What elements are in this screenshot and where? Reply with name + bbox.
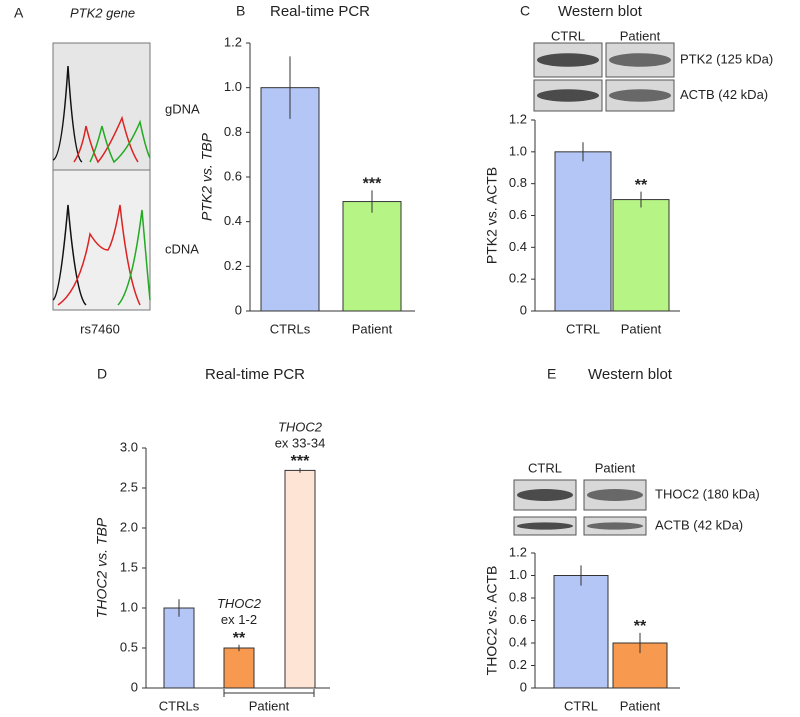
y-tick-label: 0.8	[509, 175, 527, 190]
blot-band	[587, 489, 643, 501]
y-tick-label: 0	[520, 302, 527, 317]
annotation: **	[233, 630, 246, 647]
y-axis-label: THOC2 vs. TBP	[94, 517, 110, 618]
group-label: Patient	[249, 698, 290, 713]
blot-band	[537, 89, 599, 102]
trace	[52, 204, 87, 306]
y-tick-label: 2.0	[120, 519, 138, 534]
y-tick-label: 0.4	[509, 239, 527, 254]
blot-band	[609, 89, 671, 102]
trace	[52, 65, 83, 163]
chart-title: PTK2 gene	[70, 5, 135, 20]
y-tick-label: 0.4	[224, 213, 242, 228]
blot-band	[537, 53, 599, 67]
bar	[342, 201, 402, 312]
chart-title: Real-time PCR	[270, 3, 370, 20]
trace	[89, 119, 151, 164]
y-axis-label: THOC2 vs. ACTB	[484, 566, 500, 676]
y-axis-label: PTK2 vs. ACTB	[484, 167, 500, 264]
y-tick-label: 1.0	[120, 599, 138, 614]
trace-label: gDNA	[165, 101, 200, 116]
annotation: **	[634, 618, 647, 635]
bar	[260, 87, 320, 312]
bar	[553, 575, 609, 689]
y-tick-label: 0.8	[224, 124, 242, 139]
lane-label: CTRL	[528, 460, 562, 475]
chart-title: Real-time PCR	[205, 366, 305, 383]
lane-label: Patient	[620, 28, 661, 43]
y-tick-label: 0.6	[509, 207, 527, 222]
x-tick-label: CTRLs	[159, 698, 200, 713]
y-tick-label: 0.6	[224, 168, 242, 183]
y-tick-label: 0	[235, 302, 242, 317]
row-label: ACTB (42 kDa)	[680, 87, 768, 102]
y-tick-label: 1.2	[509, 544, 527, 559]
panel-label: E	[547, 366, 556, 382]
bar	[554, 151, 612, 312]
y-tick-label: 0.6	[509, 612, 527, 627]
annotation: THOC2	[278, 419, 323, 434]
x-tick-label: Patient	[352, 321, 393, 336]
y-tick-label: 1.2	[224, 34, 242, 49]
bar	[163, 607, 195, 689]
panel-label: D	[97, 366, 107, 382]
y-tick-label: 1.0	[509, 567, 527, 582]
x-tick-label: CTRL	[564, 698, 598, 713]
y-tick-label: 2.5	[120, 479, 138, 494]
y-axis-label: PTK2 vs. TBP	[199, 132, 215, 221]
blot-band	[587, 522, 643, 530]
row-label: THOC2 (180 kDa)	[655, 486, 760, 501]
chart-title: Western blot	[558, 3, 643, 20]
x-tick-label: CTRLs	[270, 321, 311, 336]
x-axis-label: rs7460	[80, 321, 120, 336]
x-tick-label: CTRL	[566, 321, 600, 336]
chromatogram	[52, 42, 151, 311]
y-tick-label: 3.0	[120, 439, 138, 454]
row-label: PTK2 (125 kDa)	[680, 51, 773, 66]
bar	[223, 647, 255, 689]
blot-band	[609, 53, 671, 67]
x-tick-label: Patient	[621, 321, 662, 336]
panel-label: A	[14, 5, 24, 21]
y-tick-label: 0.8	[509, 589, 527, 604]
trace	[117, 209, 151, 306]
annotation: **	[635, 177, 648, 194]
lane-label: Patient	[595, 460, 636, 475]
trace	[73, 115, 139, 164]
y-tick-label: 0	[520, 679, 527, 694]
annotation: THOC2	[217, 596, 262, 611]
annotation: ex 1-2	[221, 612, 257, 627]
y-tick-label: 0.2	[509, 657, 527, 672]
bar	[612, 199, 670, 312]
x-tick-label: Patient	[620, 698, 661, 713]
chart-title: Western blot	[588, 366, 673, 383]
lane-label: CTRL	[551, 28, 585, 43]
blot-band	[517, 522, 573, 530]
annotation: ***	[363, 176, 382, 193]
annotation: ***	[291, 453, 310, 470]
y-tick-label: 1.0	[509, 143, 527, 158]
panel-label: B	[236, 3, 245, 19]
y-tick-label: 0	[131, 679, 138, 694]
y-tick-label: 0.2	[509, 271, 527, 286]
trace-label: cDNA	[165, 241, 199, 256]
chromatogram-frame	[52, 169, 151, 311]
y-tick-label: 1.0	[224, 79, 242, 94]
y-tick-label: 0.5	[120, 639, 138, 654]
y-tick-label: 0.4	[509, 634, 527, 649]
bar	[284, 469, 316, 689]
trace	[57, 204, 141, 306]
row-label: ACTB (42 kDa)	[655, 517, 743, 532]
annotation: ex 33-34	[275, 435, 326, 450]
panel-label: C	[520, 3, 530, 19]
blot-band	[517, 489, 573, 501]
y-tick-label: 0.2	[224, 258, 242, 273]
y-tick-label: 1.2	[509, 111, 527, 126]
y-tick-label: 1.5	[120, 559, 138, 574]
